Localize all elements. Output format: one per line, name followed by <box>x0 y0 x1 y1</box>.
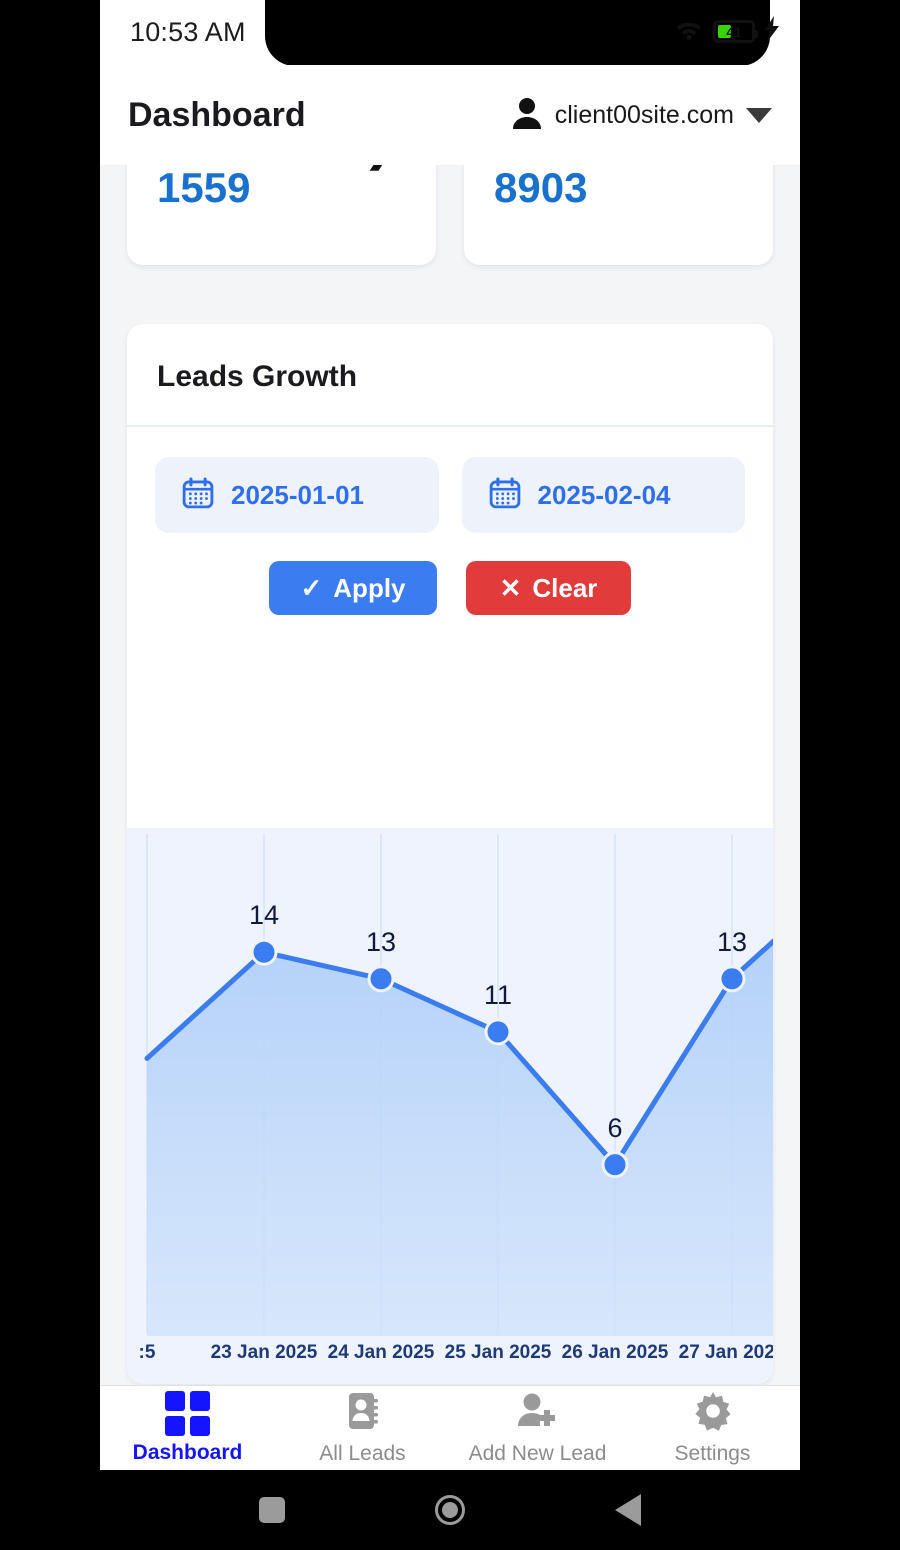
person-plus-icon <box>515 1390 561 1437</box>
chart-x-tick-label: :5 <box>138 1342 156 1363</box>
account-name: client00site.com <box>554 100 734 129</box>
nav-label-settings: Settings <box>674 1442 751 1465</box>
nav-item-add-new-lead[interactable]: Add New Lead <box>450 1390 625 1466</box>
calendar-icon <box>181 476 215 515</box>
chart-point-label: 13 <box>716 926 748 957</box>
chart-point-label: 13 <box>365 926 397 957</box>
battery-icon: 41 <box>713 20 758 43</box>
nav-item-all-leads[interactable]: All Leads <box>275 1390 450 1466</box>
lightning-bolt-icon <box>764 16 780 47</box>
chart-svg <box>144 834 773 1336</box>
leads-growth-title: Leads Growth <box>157 360 358 393</box>
end-date-input[interactable]: 2025-02-04 <box>461 457 745 533</box>
nav-label-add-new-lead: Add New Lead <box>468 1442 607 1465</box>
calendar-icon <box>488 476 522 515</box>
chart-x-axis-labels: :5 23 Jan 2025 24 Jan 2025 25 Jan 2025 26 Ja… <box>127 1342 773 1372</box>
person-icon <box>511 96 543 135</box>
chart-x-tick-label: 25 Jan 2025 <box>444 1342 552 1363</box>
status-bar: 10:53 AM 41 <box>100 0 800 66</box>
chart-point-label: 14 <box>248 900 280 931</box>
nav-label-all-leads: All Leads <box>319 1442 406 1465</box>
chart-x-tick-label: 27 Jan 2025 <box>678 1342 773 1363</box>
nav-label-dashboard: Dashboard <box>132 1441 243 1464</box>
account-menu[interactable]: client00site.com <box>511 96 772 135</box>
gear-icon <box>692 1390 734 1437</box>
clear-button-label: Clear <box>532 572 598 603</box>
square-icon[interactable] <box>259 1497 285 1523</box>
status-icons: 41 <box>674 16 780 47</box>
stat-value: 1559 <box>157 165 251 211</box>
apply-button-label: Apply <box>333 572 406 603</box>
chart-point-label: 6 <box>607 1112 623 1143</box>
phone-screen: 10:53 AM 41 Dashb <box>100 0 800 1470</box>
chart-x-tick-label: 26 Jan 2025 <box>561 1342 669 1363</box>
triangle-back-icon[interactable] <box>615 1494 641 1526</box>
grid-icon <box>165 1391 210 1436</box>
stat-cards-row: 1559 ❯ 8903 <box>100 165 800 265</box>
chevron-down-icon[interactable] <box>746 107 772 123</box>
android-system-nav <box>0 1470 900 1550</box>
bottom-navigation: Dashboard All Leads <box>100 1385 800 1470</box>
close-icon: ✕ <box>499 572 522 603</box>
apply-button[interactable]: ✓ Apply <box>269 561 437 615</box>
check-icon: ✓ <box>300 572 323 603</box>
leads-growth-chart[interactable]: :5 23 Jan 2025 24 Jan 2025 25 Jan 2025 26 Ja… <box>127 828 773 1384</box>
stat-card-leads[interactable]: 1559 ❯ <box>127 165 436 265</box>
stat-value: 8903 <box>494 165 588 211</box>
wifi-icon <box>674 17 704 46</box>
clear-button[interactable]: ✕ Clear <box>466 561 631 615</box>
dashboard-content: 1559 ❯ 8903 Leads Growth <box>100 165 800 1385</box>
card-divider <box>127 425 773 427</box>
app-header: Dashboard client00site.com <box>100 65 800 165</box>
start-date-input[interactable]: 2025-01-01 <box>155 457 439 533</box>
chart-x-tick-label: 24 Jan 2025 <box>327 1342 435 1363</box>
battery-level: 41 <box>726 23 742 40</box>
leads-growth-card: Leads Growth <box>127 324 773 1384</box>
nav-item-settings[interactable]: Settings <box>625 1390 800 1466</box>
stat-card-secondary[interactable]: 8903 <box>464 165 773 265</box>
filter-buttons-row: ✓ Apply ✕ Clear <box>127 533 773 615</box>
chart-point-label: 11 <box>483 979 513 1010</box>
contact-book-icon <box>343 1390 383 1437</box>
chevron-right-icon[interactable]: ❯ <box>366 165 395 168</box>
nav-item-dashboard[interactable]: Dashboard <box>100 1391 275 1465</box>
end-date-value: 2025-02-04 <box>537 479 671 510</box>
status-time: 10:53 AM <box>130 17 246 47</box>
chart-x-tick-label: 23 Jan 2025 <box>210 1342 318 1363</box>
page-title: Dashboard <box>128 95 306 134</box>
start-date-value: 2025-01-01 <box>231 479 364 510</box>
date-range-row: 2025-01-01 <box>127 427 773 533</box>
circle-icon[interactable] <box>435 1495 465 1525</box>
